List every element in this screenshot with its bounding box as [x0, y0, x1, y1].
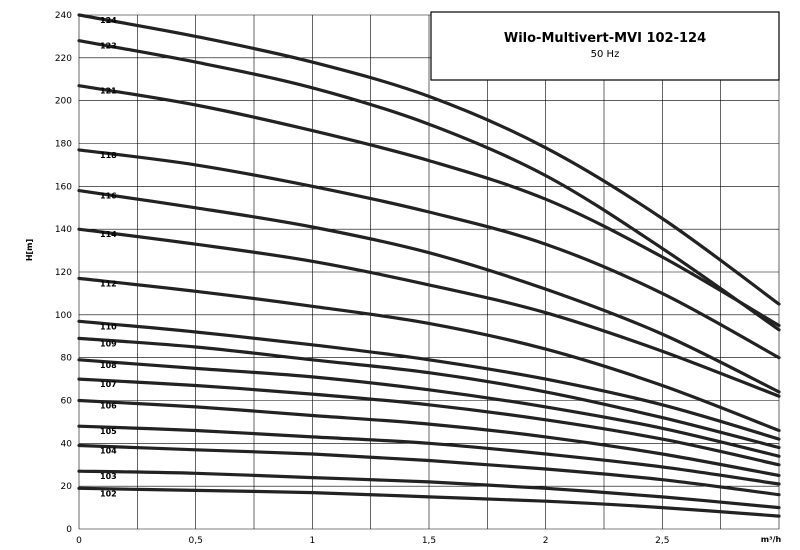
- y-tick-label: 180: [55, 140, 72, 150]
- curve-114: [77, 227, 781, 398]
- curves: [77, 13, 781, 518]
- curve-116: [77, 189, 781, 394]
- tick-labels: 0 20 40 60 80 100 120 140 160 180 200 220 240 0 0,5 1 1,…: [55, 11, 670, 546]
- curve-109: [77, 336, 781, 450]
- curve-label-109: 109: [100, 339, 117, 348]
- y-tick-label: 220: [55, 54, 72, 64]
- x-tick-label: 1,5: [422, 536, 436, 546]
- curve-label-110: 110: [100, 322, 117, 331]
- y-tick-label: 40: [61, 439, 73, 449]
- curve-105: [77, 424, 781, 486]
- curve-label-104: 104: [100, 446, 117, 455]
- curve-label-102: 102: [100, 489, 117, 498]
- x-tick-label: 1: [309, 536, 315, 546]
- curve-107: [77, 377, 781, 467]
- curve-104: [77, 443, 781, 497]
- title-box: Wilo-Multivert-MVI 102-124 50 Hz: [430, 11, 780, 81]
- y-tick-label: 120: [55, 268, 72, 278]
- x-axis-label: m³/h: [761, 535, 782, 544]
- curve-label-107: 107: [100, 380, 117, 389]
- curve-110: [77, 319, 781, 441]
- curve-123: [77, 39, 781, 332]
- y-tick-label: 140: [55, 225, 72, 235]
- curve-124: [77, 13, 781, 306]
- curve-103: [77, 469, 781, 510]
- x-tick-label: 0,5: [189, 536, 203, 546]
- curve-label-114: 114: [100, 230, 117, 239]
- curve-label-118: 118: [100, 151, 117, 160]
- chart-subtitle: 50 Hz: [591, 49, 620, 60]
- chart-title: Wilo-Multivert-MVI 102-124: [504, 31, 706, 46]
- y-axis-label: H[m]: [25, 239, 34, 261]
- curve-label-112: 112: [100, 279, 117, 288]
- curve-106: [77, 398, 781, 478]
- curve-label-124: 124: [100, 16, 117, 25]
- y-tick-label: 160: [55, 182, 72, 192]
- curve-118: [77, 148, 781, 360]
- curve-label-106: 106: [100, 402, 117, 411]
- x-tick-label: 0: [76, 536, 82, 546]
- curve-102: [77, 486, 781, 518]
- y-tick-label: 60: [61, 397, 73, 407]
- curve-label-121: 121: [100, 87, 117, 96]
- curve-label-123: 123: [100, 42, 117, 51]
- curve-label-103: 103: [100, 472, 117, 481]
- curve-label-105: 105: [100, 427, 117, 436]
- y-tick-label: 20: [61, 482, 73, 492]
- grid: [78, 14, 780, 530]
- y-tick-label: 0: [66, 525, 72, 535]
- y-tick-label: 240: [55, 11, 72, 21]
- y-tick-label: 100: [55, 311, 72, 321]
- curve-121: [77, 84, 781, 328]
- y-tick-label: 200: [55, 97, 72, 107]
- curve-label-108: 108: [100, 361, 117, 370]
- x-tick-label: 2: [543, 536, 549, 546]
- curve-108: [77, 358, 781, 458]
- curve-label-116: 116: [100, 192, 117, 201]
- x-tick-label: 2,5: [655, 536, 669, 546]
- curve-112: [77, 276, 781, 433]
- y-tick-label: 80: [61, 354, 73, 364]
- curve-labels: 124 123 121 118 116 114 112 110 109 108 107 106 105 1…: [100, 16, 117, 498]
